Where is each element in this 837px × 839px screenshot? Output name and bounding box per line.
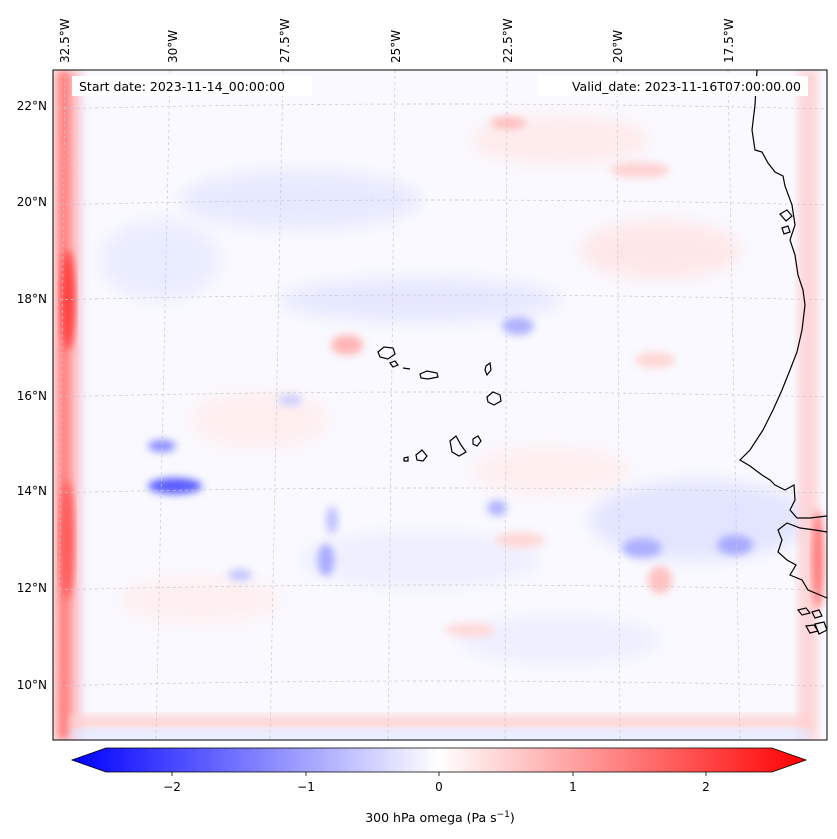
lat-label: 10°N [17,678,47,692]
start-date-label: Start date: 2023-11-14_00:00:00 [79,79,285,94]
lon-label: 25°W [389,30,403,63]
colorbar-label: 300 hPa omega (Pa s−1) [365,810,515,825]
colorbar-ticks [171,772,707,776]
latitude-labels: 22°N 20°N 18°N 16°N 14°N 12°N 10°N [17,99,47,692]
lon-label: 17.5°W [722,18,736,63]
lat-label: 16°N [17,389,47,403]
lon-label: 32.5°W [58,18,72,63]
lat-label: 20°N [17,195,47,209]
map-panel [53,70,827,740]
longitude-labels: 32.5°W 30°W 27.5°W 25°W 22.5°W 20°W 17.5… [58,18,736,63]
lon-label: 22.5°W [501,18,515,63]
colorbar-tick-label: 2 [702,780,710,794]
lat-label: 14°N [17,484,47,498]
map-background [53,70,827,740]
start-date-box: Start date: 2023-11-14_00:00:00 [72,76,312,96]
lon-label: 20°W [611,30,625,63]
colorbar-bar [70,747,808,773]
lon-label: 30°W [166,30,180,63]
lat-label: 22°N [17,99,47,113]
colorbar-tick-label: 1 [569,780,577,794]
valid-date-box: Valid_date: 2023-11-16T07:00:00.00 [538,76,808,96]
guinea-coastline [777,522,827,599]
colorbar: −2 −1 0 1 2 300 hPa omega (Pa s−1) [70,747,808,825]
cape-verde-islands [377,346,502,462]
map-frame [52,69,828,741]
lon-label: 27.5°W [278,18,292,63]
omega-field [53,70,824,740]
colorbar-tick-label: 0 [435,780,443,794]
coast-inlet [779,209,793,235]
african-coastline [739,70,827,519]
colorbar-tick-label: −2 [163,780,181,794]
valid-date-label: Valid_date: 2023-11-16T07:00:00.00 [572,79,801,94]
bijagos-islands [796,607,827,635]
lat-label: 18°N [17,292,47,306]
graticule [53,70,827,740]
lat-label: 12°N [17,581,47,595]
colorbar-tick-label: −1 [297,780,315,794]
